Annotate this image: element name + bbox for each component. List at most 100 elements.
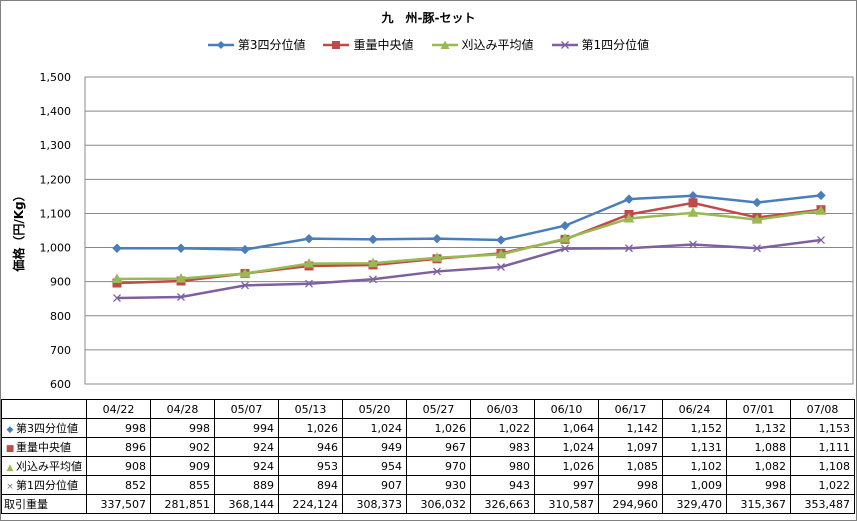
data-point [689, 240, 697, 249]
table-cell: 224,124 [278, 494, 343, 514]
data-point [432, 233, 442, 244]
table-header-row: 04/22 04/28 05/07 05/13 05/20 05/27 06/03 06/10… [1, 399, 855, 419]
legend-item: 第1四分位値 [551, 36, 649, 53]
table-cell: 983 [470, 437, 535, 457]
table-cell: 894 [278, 475, 343, 495]
data-point [495, 248, 507, 259]
y-tick-label: 1,200 [40, 173, 72, 186]
y-axis-label: 価格（円/Kg） [11, 189, 26, 272]
table-row-label: ◆ 第3四分位値 [1, 418, 87, 438]
table-cell: 998 [150, 418, 215, 438]
table-cell: 353,487 [790, 494, 855, 514]
table-cell: 946 [278, 437, 343, 457]
table-cell: 855 [150, 475, 215, 495]
series-line [116, 209, 822, 281]
table-cell: 310,587 [534, 494, 599, 514]
legend-label: 刈込み平均値 [461, 38, 534, 52]
data-point [815, 205, 827, 215]
table-row: 取引重量 337,507 281,851 368,144 224,124 308,373 3… [1, 494, 855, 514]
table-row-label: 取引重量 [1, 494, 87, 514]
data-point [560, 221, 570, 231]
data-point [753, 244, 761, 253]
table-cell: 306,032 [406, 494, 471, 514]
table-cell: 1,108 [790, 456, 855, 476]
data-point [369, 275, 377, 284]
x-tick-label: 07/01 [726, 399, 791, 419]
data-point [751, 214, 763, 224]
y-tick-label: 1,400 [40, 105, 72, 118]
table-row: ◆ 第3四分位値 998 998 994 1,026 1,024 1,026 1,022 1,06… [1, 418, 855, 438]
table-cell: 909 [150, 456, 215, 476]
y-tick-label: 800 [50, 310, 71, 323]
x-tick-label: 06/17 [598, 399, 663, 419]
table-cell: 997 [534, 475, 599, 495]
legend-label: 重量中央値 [353, 38, 414, 52]
table-cell: 1,009 [662, 475, 727, 495]
x-tick-label: 04/28 [150, 399, 215, 419]
table-cell: 852 [86, 475, 151, 495]
y-tick-label: 1,000 [40, 242, 72, 255]
table-cell: 1,111 [790, 437, 855, 457]
y-tick-label: 1,100 [40, 207, 72, 220]
table-row: ■ 重量中央値 896 902 924 946 949 967 983 1,024 1,097 1,1… [1, 437, 855, 457]
x-tick-label: 06/10 [534, 399, 599, 419]
data-point [625, 244, 633, 253]
legend-item: 第3四分位値 [207, 36, 305, 53]
table-cell: 1,131 [662, 437, 727, 457]
table-cell: 908 [86, 456, 151, 476]
data-point [623, 213, 635, 223]
data-point [431, 252, 443, 262]
table-row-label: ▲ 刈込み平均値 [1, 456, 87, 476]
table-cell: 889 [214, 475, 279, 495]
y-tick-label: 1,500 [40, 71, 72, 84]
legend-item: 刈込み平均値 [431, 36, 534, 53]
table-cell: 1,085 [598, 456, 663, 476]
y-tick-label: 1,300 [40, 139, 72, 152]
table-cell: 294,960 [598, 494, 663, 514]
table-cell: 902 [150, 437, 215, 457]
data-point [433, 267, 441, 276]
table-cell: 994 [214, 418, 279, 438]
table-cell: 930 [406, 475, 471, 495]
table-cell: 1,022 [790, 475, 855, 495]
data-point [305, 279, 313, 288]
x-tick-label: 04/22 [86, 399, 151, 419]
y-tick-label: 700 [50, 344, 71, 357]
data-point [816, 190, 826, 201]
data-point [497, 263, 505, 271]
data-point [817, 236, 825, 245]
table-cell: 970 [406, 456, 471, 476]
chart-plot: 600 700 800 900 1,000 1,100 1,200 1,300 1,400 1,5… [11, 71, 854, 391]
legend-item: 重量中央値 [323, 36, 414, 53]
row-label-text: 重量中央値 [16, 441, 71, 454]
data-point [624, 194, 634, 204]
table-cell: 954 [342, 456, 407, 476]
square-icon: ■ [5, 444, 15, 454]
table-cell: 998 [598, 475, 663, 495]
table-cell: 1,024 [342, 418, 407, 438]
table-cell: 337,507 [86, 494, 151, 514]
chart-title: 九 州-豚-セット [381, 11, 476, 25]
table-cell: 1,082 [726, 456, 791, 476]
table-row-label: × 第1四分位値 [1, 475, 87, 495]
data-point [239, 267, 251, 278]
data-point [304, 233, 314, 244]
x-tick-label: 05/20 [342, 399, 407, 419]
table-cell: 1,142 [598, 418, 663, 438]
x-tick-label: 06/03 [470, 399, 535, 419]
data-point [561, 244, 569, 253]
table-cell: 1,026 [278, 418, 343, 438]
data-point [687, 207, 699, 217]
table-cell: 1,024 [534, 437, 599, 457]
data-point [559, 233, 571, 243]
table-corner-cell [1, 399, 87, 419]
data-point [303, 258, 315, 268]
table-cell: 949 [342, 437, 407, 457]
row-label-text: 第1四分位値 [16, 479, 78, 492]
table-cell: 1,026 [406, 418, 471, 438]
x-icon: × [6, 482, 14, 492]
series-line [116, 238, 822, 300]
table-cell: 308,373 [342, 494, 407, 514]
table-cell: 907 [342, 475, 407, 495]
data-point [111, 273, 123, 283]
